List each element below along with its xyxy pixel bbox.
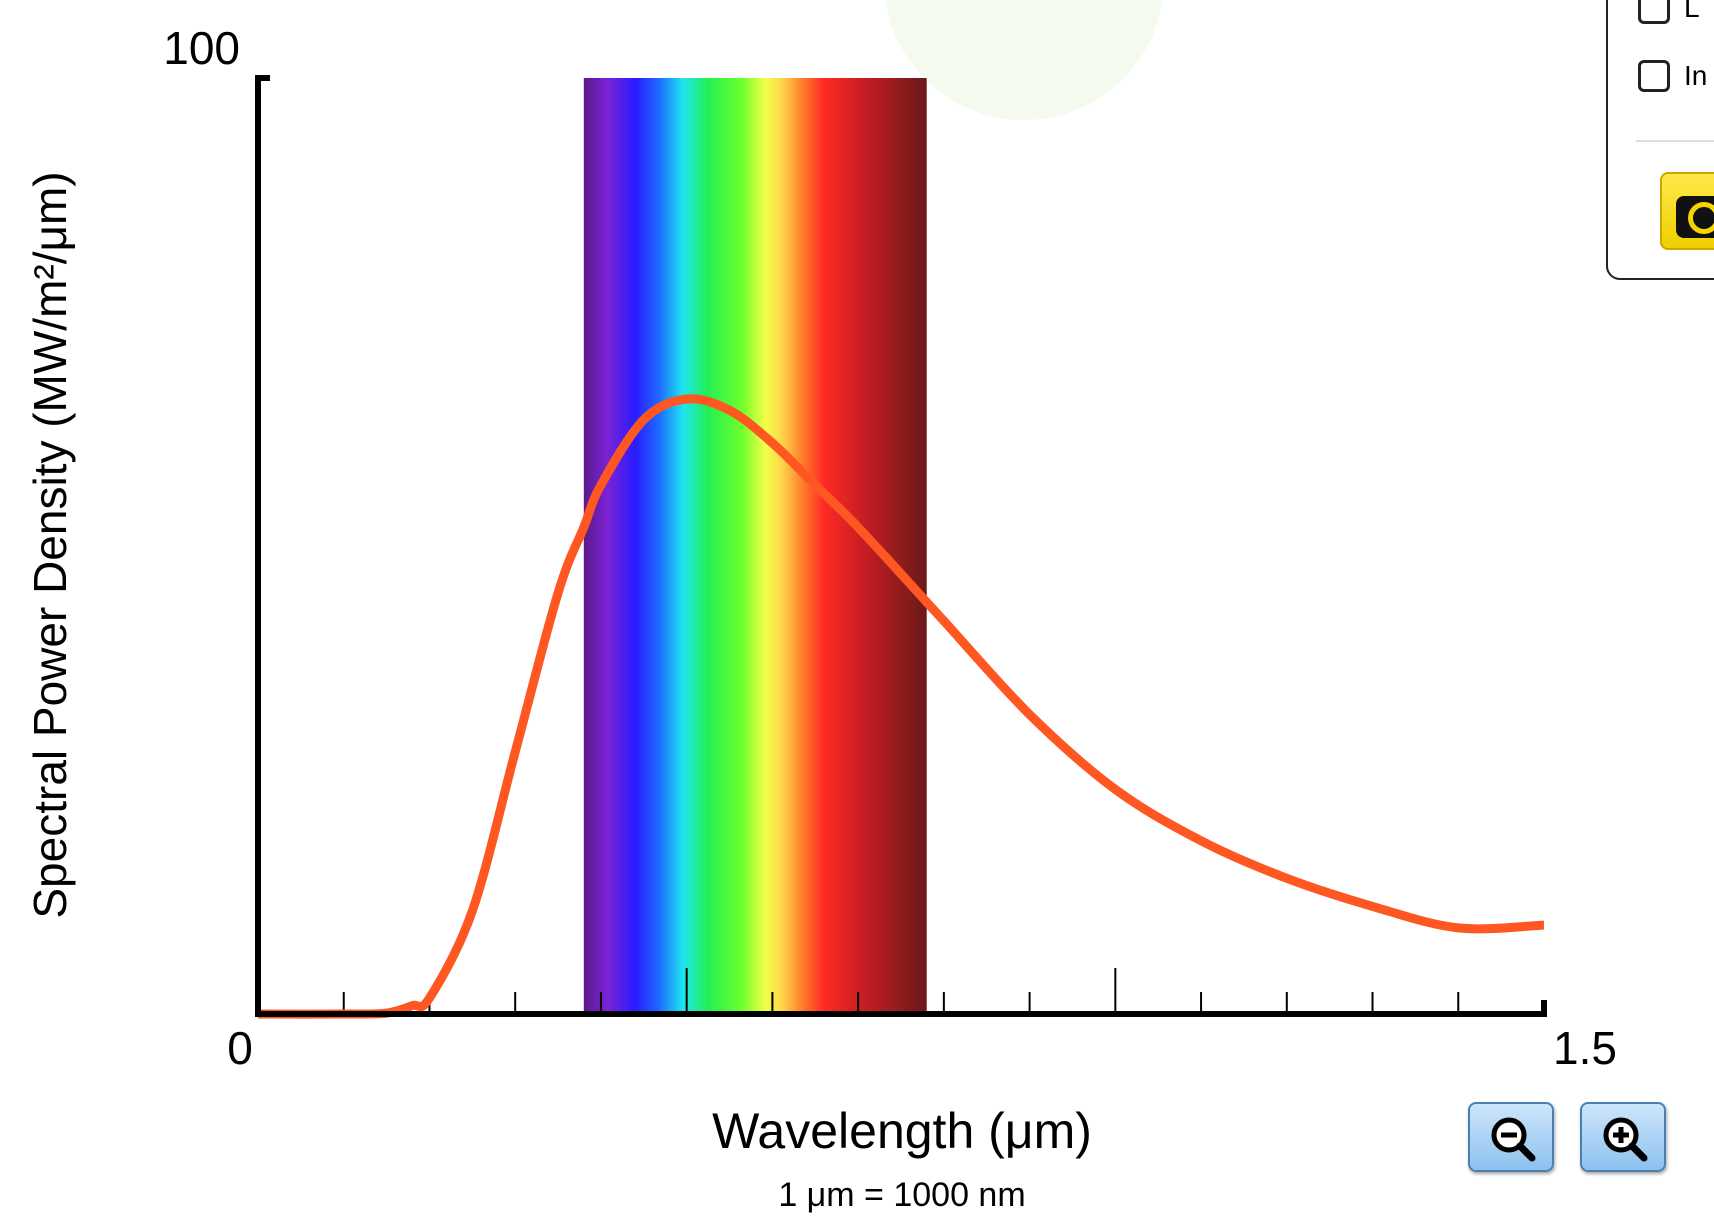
panel-divider [1636,140,1714,142]
zoom-in-icon [1603,1117,1648,1162]
x-axis-min-label: 0 [227,1022,253,1074]
checkbox-1[interactable] [1638,0,1670,24]
checkbox-2-label: In [1684,60,1708,91]
checkbox-row-1[interactable]: L [1638,0,1700,24]
checkbox-2[interactable] [1638,60,1670,92]
options-panel: L In [1606,0,1714,280]
graph-axes [255,75,1547,1017]
camera-icon [1676,196,1714,238]
blackbody-curve [257,394,1545,1019]
zoom-out-button[interactable] [1468,1102,1554,1172]
y-axis-max-label: 100 [163,22,240,74]
background-circle [885,0,1163,120]
unit-conversion-note: 1 μm = 1000 nm [778,1176,1025,1214]
x-axis-label: Wavelength (μm) [712,1103,1092,1159]
checkbox-row-2[interactable]: In [1638,60,1707,92]
x-axis-ticks [342,968,1460,1014]
x-axis-max-label: 1.5 [1553,1022,1617,1074]
zoom-in-button[interactable] [1580,1102,1666,1172]
snapshot-button[interactable] [1660,172,1714,250]
y-axis-label: Spectral Power Density (MW/m²/μm) [24,171,76,918]
checkbox-1-label: L [1684,0,1700,23]
zoom-out-icon [1491,1117,1536,1162]
